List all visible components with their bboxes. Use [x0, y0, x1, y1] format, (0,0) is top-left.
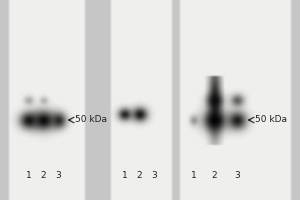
Text: 50 kDa: 50 kDa — [75, 116, 107, 124]
Text: 3: 3 — [56, 171, 62, 180]
Text: 1: 1 — [26, 171, 32, 180]
Text: 2: 2 — [41, 171, 46, 180]
Text: 2: 2 — [137, 171, 142, 180]
Text: 50 kDa: 50 kDa — [255, 116, 287, 124]
Text: 3: 3 — [152, 171, 158, 180]
Text: 1: 1 — [190, 171, 196, 180]
Text: 1: 1 — [122, 171, 128, 180]
Text: 2: 2 — [212, 171, 217, 180]
Text: 3: 3 — [234, 171, 240, 180]
